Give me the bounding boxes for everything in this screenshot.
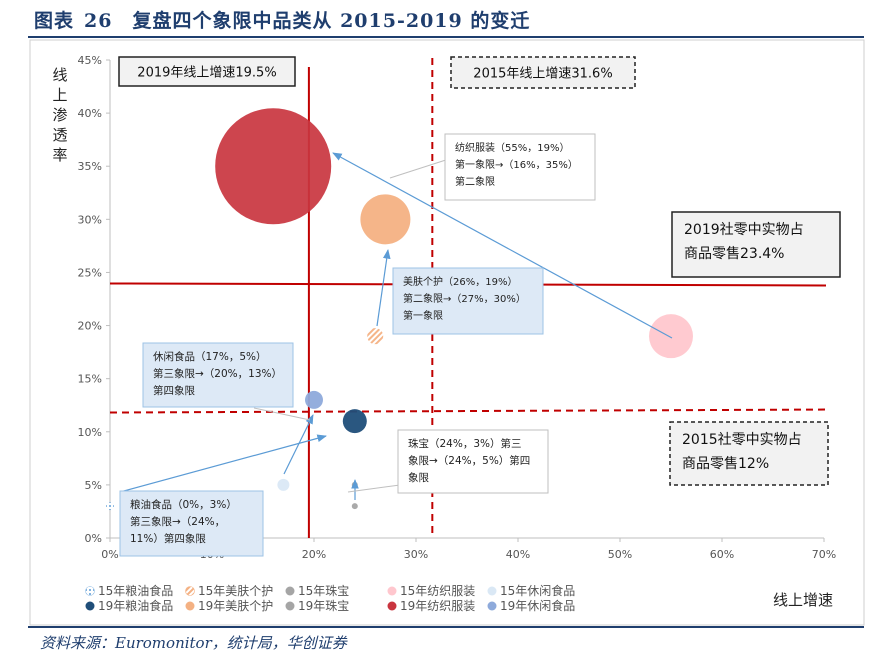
ref-box-text-0: 2019年线上增速19.5% [137,66,276,81]
x-tick-label: 20% [302,548,326,561]
legend-label: 19年纺织服装 [400,599,475,613]
legend-label: 19年美肤个护 [198,598,273,613]
figure-number: 26 [84,10,113,32]
annotation-text-2: 休闲食品（17%，5%）第三象限→（20%，13%）第四象限 [153,350,282,397]
legend-label: 19年粮油食品 [98,598,173,613]
y-tick-label: 20% [78,320,102,333]
annotation-text-4: 粮油食品（0%，3%）第三象限→（24%， 11%）第四象限 [130,498,237,545]
y-tick-label: 30% [78,213,102,226]
arrow-snacks [283,414,314,475]
bubble-2019-3 [215,108,332,225]
connector-jewelry [347,484,401,493]
bubble-2019-0 [342,409,367,434]
legend-marker [185,601,195,611]
source-note: 资料来源：Euromonitor，统计局，华创证券 [40,634,347,652]
y-tick-label: 35% [78,160,102,173]
annotation-text-1: 美肤个护（26%，19%）第二象限→（27%，30%）第一象限 [403,275,526,322]
arrow-grain-oil [119,434,327,493]
annotation-box-2 [142,342,294,408]
annotation-box-1 [392,267,544,335]
legend-marker [387,601,397,611]
connector-textiles [389,157,453,179]
legend-label: 15年珠宝 [298,584,349,598]
bubble-2015-0 [106,502,114,511]
y-tick-label: 25% [78,266,102,279]
figure-header: 图表 26 复盘四个象限中品类从 2015-2019 的变迁 [34,6,530,33]
legend-label: 15年休闲食品 [500,583,575,598]
legend-marker [85,601,95,611]
x-tick-label: 60% [710,548,734,561]
connector-snacks [253,407,311,421]
y-axis-label: 线上渗透率 [52,66,67,164]
bubble-2019-4 [305,390,323,409]
legend-marker [285,586,295,596]
annotation-box-0 [444,133,596,201]
ref-line-2015-physical-share [109,408,827,414]
ref-box-3 [669,421,829,486]
legend-marker [387,586,397,596]
bubble-2015-4 [277,478,290,491]
annotation-box-4 [119,490,264,557]
x-tick-label: 30% [404,548,428,561]
ref-box-text-1: 2015年线上增速31.6% [473,67,612,82]
figure-label: 图表 [34,10,75,32]
bubble-2015-1 [367,328,384,345]
bubble-2019-1 [360,194,411,245]
chart-area-border [29,39,865,626]
x-tick-label: 0% [101,548,118,561]
header-rule [28,36,864,38]
annotation-box-3 [397,429,549,494]
x-tick-label: 70% [812,548,836,561]
ref-box-text-3: 2015社零中实物占商品零售12% [682,432,802,472]
legend-marker [285,601,295,611]
y-tick-label: 5% [85,479,102,492]
bubble-2015-3 [649,314,693,359]
legend-marker [185,586,195,596]
y-tick-label: 45% [78,54,102,67]
x-tick-label: 50% [608,548,632,561]
y-tick-label: 15% [78,373,102,386]
annotation-text-0: 纺织服装（55%，19%）第一象限→（16%，35%）第二象限 [455,141,578,188]
legend-label: 15年美肤个护 [198,583,273,598]
legend-label: 19年珠宝 [298,599,349,613]
legend-marker [85,586,95,596]
x-axis-label: 线上增速 [773,591,833,609]
footer-rule [28,626,864,628]
ref-box-0 [118,56,296,87]
y-tick-label: 40% [78,107,102,120]
legend-marker [487,586,497,596]
annotation-text-3: 珠宝（24%，3%）第三象限→（24%，5%）第四象限 [408,437,530,484]
ref-box-text-2: 2019社零中实物占商品零售23.4% [684,222,804,262]
bubble-2015-2 [351,503,358,510]
figure-title: 复盘四个象限中品类从 2015-2019 的变迁 [132,10,531,32]
legend-label: 15年纺织服装 [400,584,475,598]
arrow-beauty [376,249,391,327]
legend-label: 15年粮油食品 [98,583,173,598]
ref-box-2 [671,211,841,278]
arrow-textiles [332,152,673,339]
legend-marker [487,601,497,611]
y-tick-label: 10% [78,426,102,439]
legend-label: 19年休闲食品 [500,598,575,613]
x-tick-label: 40% [506,548,530,561]
y-tick-label: 0% [85,532,102,545]
ref-box-1 [450,56,636,89]
